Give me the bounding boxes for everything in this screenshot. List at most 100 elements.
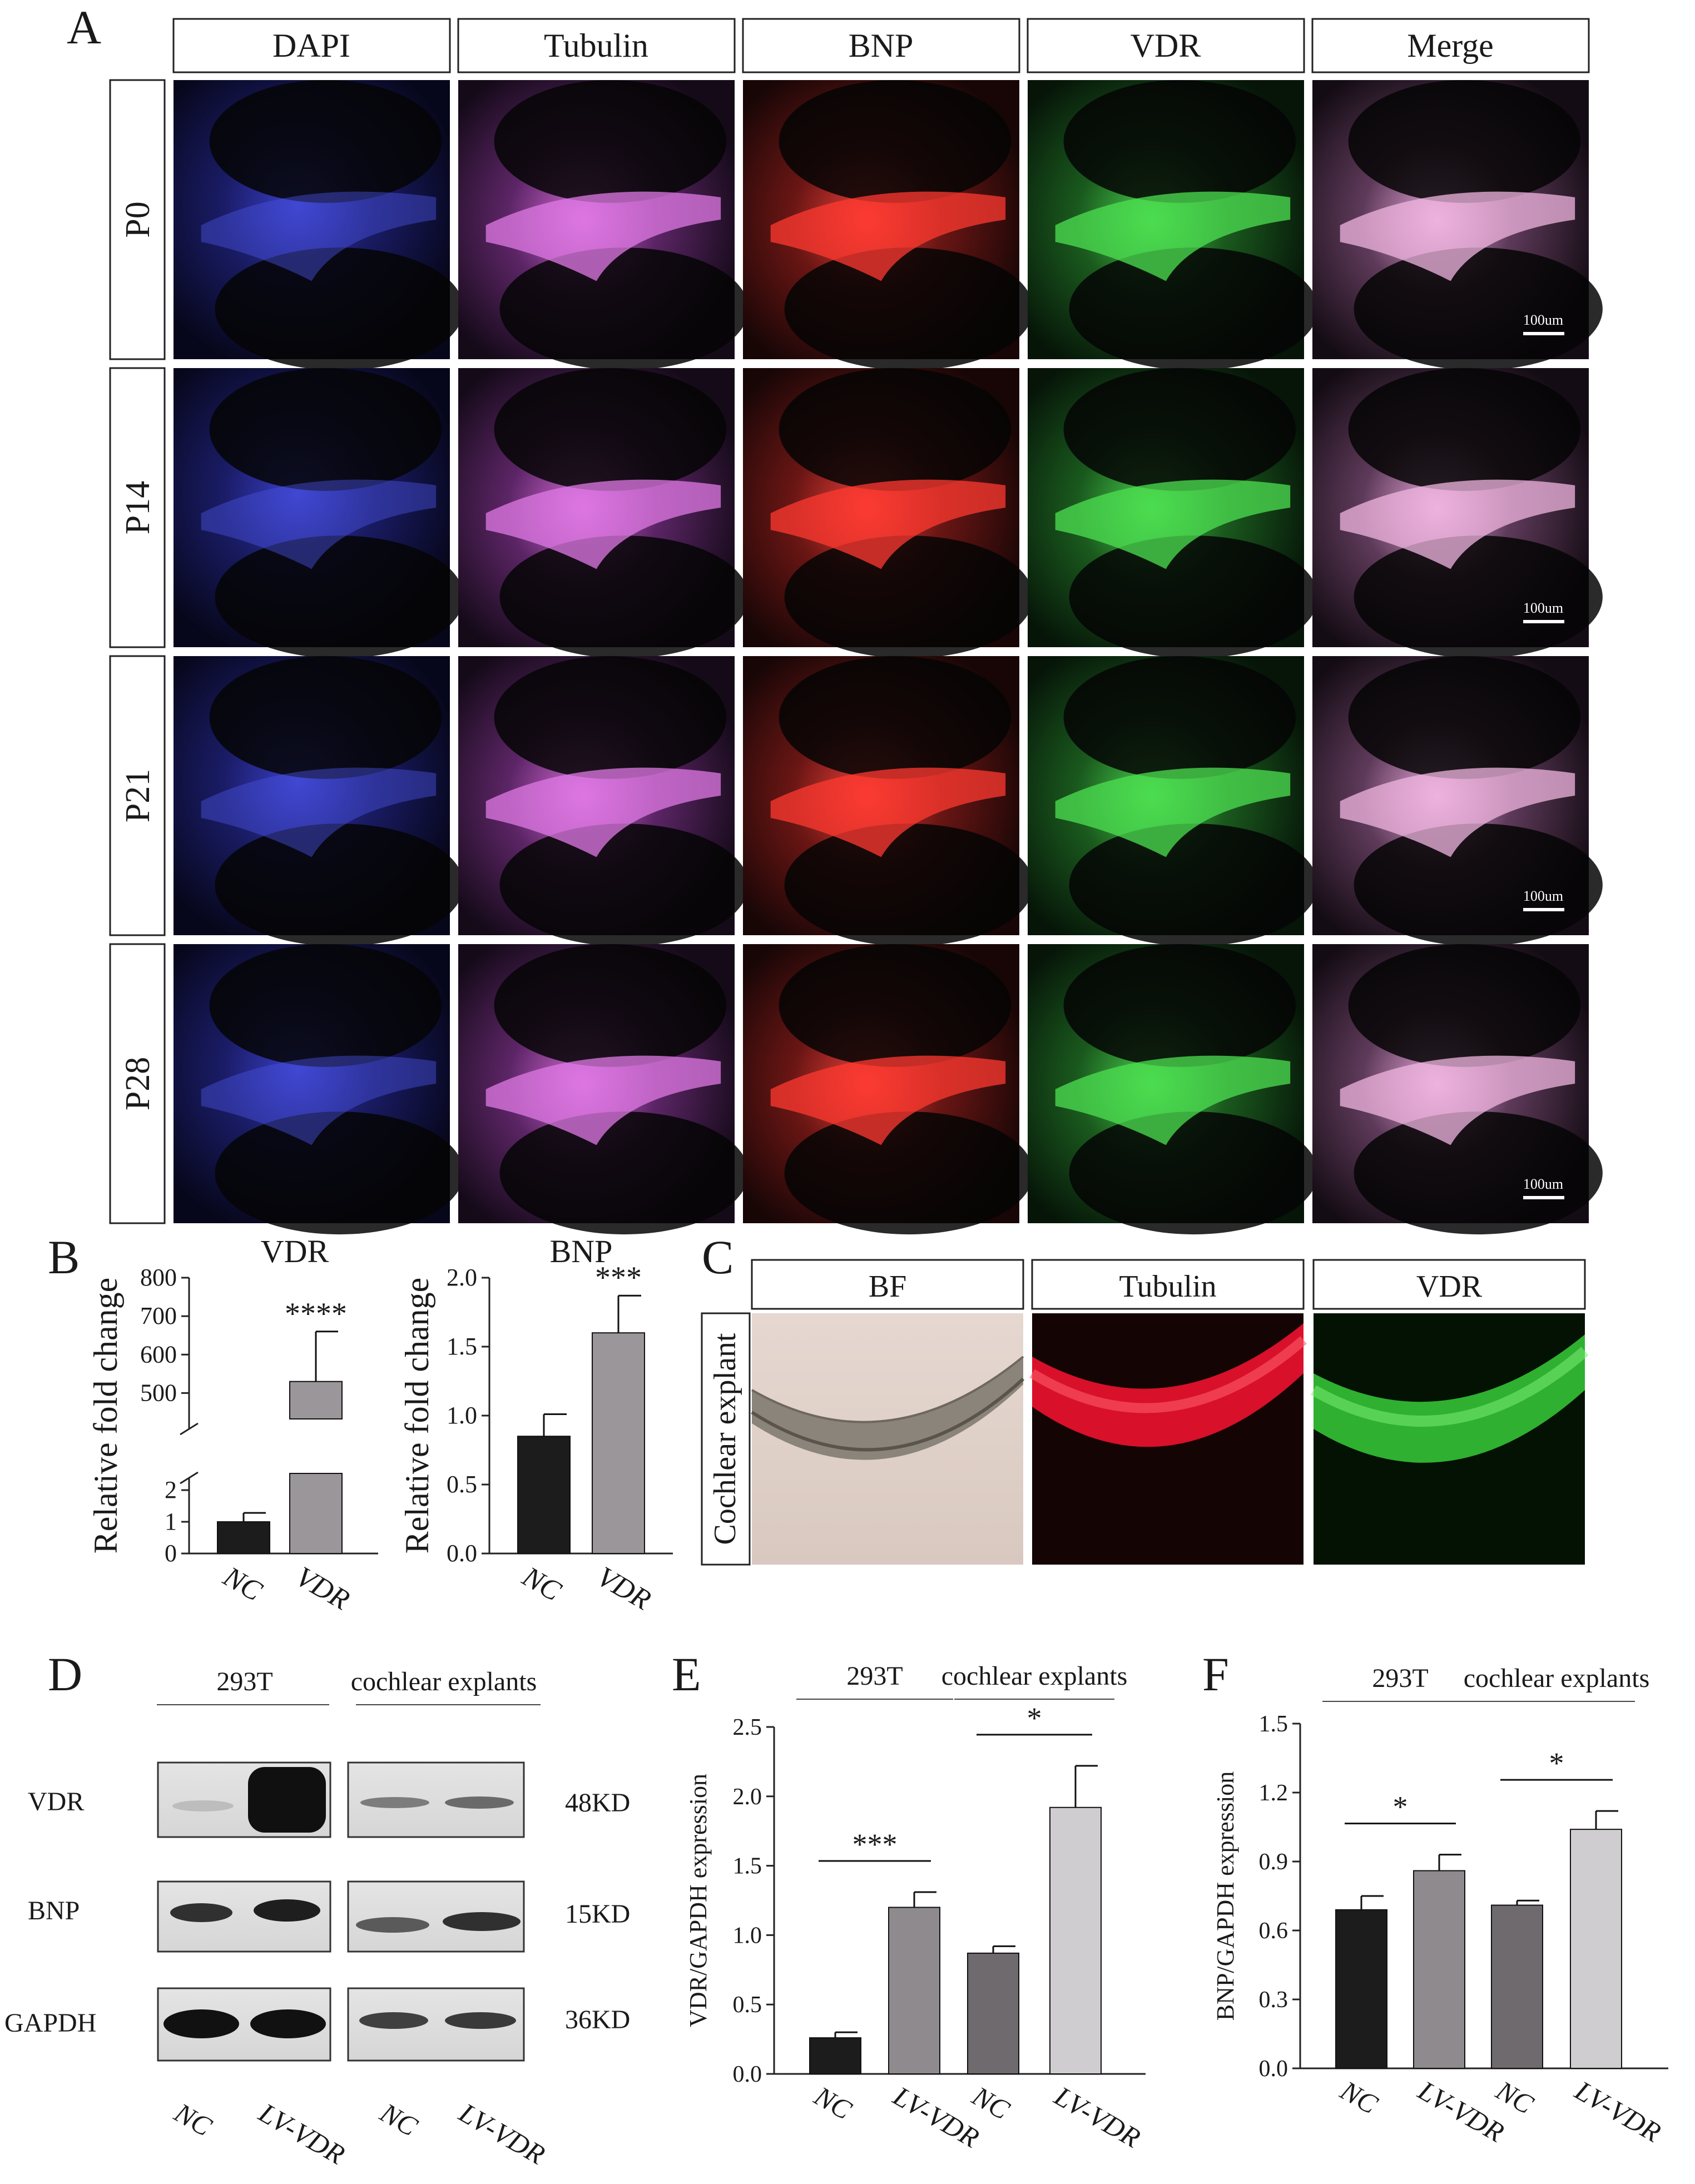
header-tubulin: Tubulin: [544, 27, 648, 64]
y-tick-label: 0.5: [733, 1992, 762, 2018]
micrograph-c-tubulin: [1029, 1313, 1307, 1565]
y-tick-label: 1.0: [733, 1923, 762, 1948]
micrograph-bnp-r3: [743, 944, 1033, 1235]
bar-vdr-upper: [289, 1381, 343, 1420]
micrograph-tissue: [1340, 191, 1575, 281]
row-label-cochlear-explant: Cochlear explant: [708, 1333, 742, 1545]
micrograph-bnp-r2: [743, 656, 1033, 947]
scale-bar-label: 100um: [1523, 312, 1563, 328]
y-axis-label: BNP/GAPDH expression: [1212, 1771, 1239, 2021]
micrograph-c-vdr: [1311, 1313, 1589, 1565]
y-tick-label: 1.5: [733, 1854, 762, 1879]
micrograph-lumen: [1354, 823, 1603, 947]
micrograph-lumen: [779, 944, 1012, 1067]
protein-label-bnp: BNP: [28, 1896, 80, 1925]
y-tick-label: 0.0: [733, 2062, 762, 2087]
protein-label-gapdh: GAPDH: [4, 2008, 96, 2038]
y-axis-label: VDR/GAPDH expression: [685, 1774, 712, 2027]
bar-nc: [217, 1521, 270, 1554]
panel-a-channel-headers: DAPI Tubulin BNP VDR Merge: [172, 18, 1590, 73]
band-vdr-lv-cochlear: [445, 1796, 514, 1809]
micrograph-tubulin-r1: [458, 368, 749, 659]
size-label-48kd: 48KD: [565, 1788, 630, 1818]
y-tick-label: 2: [165, 1476, 177, 1503]
micrograph-lumen: [1069, 535, 1318, 659]
western-blot: [157, 1761, 525, 2062]
micrograph-lumen: [1348, 368, 1581, 491]
micrograph-lumen: [1069, 823, 1318, 947]
y-tick-label: 2.0: [733, 1784, 762, 1810]
micrograph-lumen: [784, 1111, 1033, 1235]
header-c-vdr: VDR: [1416, 1269, 1483, 1304]
micrograph-merge-r1: 100um: [1312, 368, 1603, 659]
chart-e-vdr-gapdh: 0.0 0.5 1.0 1.5 2.0 2.5 VDR/GAPDH expression NC…: [685, 1661, 1146, 2153]
micrograph-lumen: [209, 80, 442, 203]
micrograph-lumen: [209, 944, 442, 1067]
micrograph-tissue: [1340, 1055, 1575, 1145]
significance-label: ****: [285, 1297, 347, 1331]
panel-a-letter: A: [67, 1, 101, 54]
chart-b-vdr: 500 600 700 800 0 1 2 Relative fold change VDR **…: [87, 1233, 378, 1616]
group-label: 293T: [1372, 1664, 1428, 1693]
bar-nc: [967, 1952, 1019, 2074]
panel-b-letter: B: [48, 1230, 80, 1284]
micrograph-tissue: [1055, 1055, 1291, 1145]
band-gapdh-lv-cochlear: [445, 2012, 516, 2029]
micrograph-lumen: [499, 535, 749, 659]
band-gapdh-nc-cochlear: [359, 2012, 428, 2029]
band-vdr-lv-293t: [248, 1767, 326, 1833]
header-dapi: DAPI: [272, 27, 350, 64]
micrograph-bnp-r1: [743, 368, 1033, 659]
micrograph-tissue: [1055, 191, 1291, 281]
group-label-293t: 293T: [216, 1667, 272, 1696]
micrograph-lumen: [1069, 247, 1318, 371]
size-label-36kd: 36KD: [565, 2005, 630, 2034]
micrograph-lumen: [1354, 247, 1603, 371]
bar-lv-vdr: [1413, 1870, 1465, 2069]
micrograph-tissue: [1340, 767, 1575, 857]
band-bnp-nc-293t: [170, 1903, 232, 1922]
y-tick-label: 1.5: [447, 1333, 477, 1360]
micrograph-lumen: [499, 823, 749, 947]
micrograph-lumen: [499, 247, 749, 371]
micrograph-lumen: [1063, 368, 1296, 491]
bar-vdr-lower: [289, 1473, 343, 1554]
header-bf: BF: [869, 1269, 907, 1304]
micrograph-lumen: [209, 656, 442, 779]
chart-b-bnp: 0.0 0.5 1.0 1.5 2.0 Relative fold change BNP NC…: [399, 1233, 673, 1616]
micrograph-tissue: [770, 1055, 1006, 1145]
y-axis-label: Relative fold change: [399, 1278, 435, 1553]
axis-break-mark: [180, 1471, 199, 1485]
scale-bar-label: 100um: [1523, 600, 1563, 616]
micrograph-lumen: [215, 1111, 464, 1235]
micrograph-bf: [751, 1313, 1025, 1565]
micrograph-lumen: [1063, 944, 1296, 1067]
significance-label: *: [1027, 1701, 1042, 1735]
y-tick-label: 0.3: [1259, 1987, 1288, 2013]
micrograph-tissue: [201, 767, 437, 857]
category-label: NC: [1335, 2074, 1383, 2121]
micrograph-tissue: [201, 479, 437, 569]
size-label-15kd: 15KD: [565, 1899, 630, 1929]
bar-nc: [809, 2037, 861, 2075]
micrograph-lumen: [494, 656, 727, 779]
micrograph-lumen: [215, 823, 464, 947]
panel-c-headers: BF Tubulin VDR: [751, 1259, 1586, 1310]
micrograph-lumen: [1348, 80, 1581, 203]
band-bnp-lv-cochlear: [443, 1912, 521, 1931]
category-label: LV-VDR: [1049, 2080, 1146, 2154]
y-tick-label: 2.0: [447, 1264, 477, 1291]
panel-f-letter: F: [1202, 1647, 1229, 1701]
group-label: cochlear explants: [941, 1661, 1128, 1691]
header-bnp: BNP: [849, 27, 914, 64]
y-tick-label: 1.0: [447, 1402, 477, 1429]
group-label: cochlear explants: [1464, 1664, 1650, 1693]
micrograph-lumen: [784, 823, 1033, 947]
category-label: LV-VDR: [1569, 2074, 1666, 2148]
panel-c-row-label: Cochlear explant: [701, 1312, 751, 1566]
micrograph-vdr-r3: [1028, 944, 1318, 1235]
micrograph-tubulin-r0: [458, 80, 749, 371]
category-label: NC: [517, 1561, 567, 1608]
lane-label-lv-1: LV-VDR: [254, 2097, 350, 2171]
